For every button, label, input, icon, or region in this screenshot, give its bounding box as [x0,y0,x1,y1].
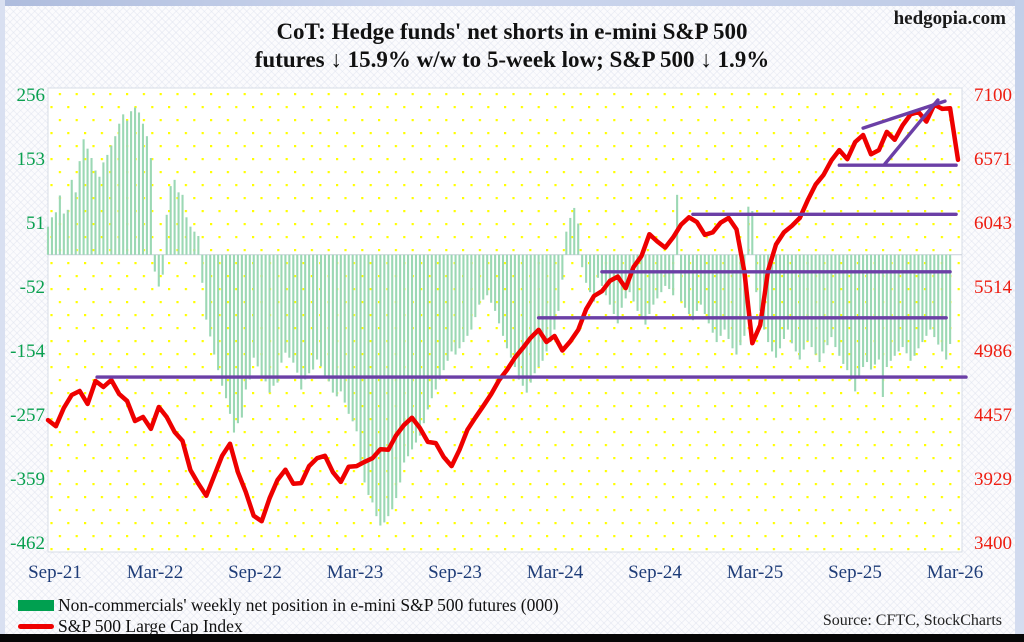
line-series-swatch [18,624,54,629]
source-credit: Source: CFTC, StockCharts [822,612,1002,629]
frame-right-edge [1015,0,1024,642]
x-axis-tick: Sep-22 [228,562,282,583]
legend-item-net-position: Non-commercials' weekly net position in … [18,595,559,616]
right-axis-tick: 6043 [974,213,1012,234]
x-axis-tick: Sep-23 [428,562,482,583]
left-axis-tick: -257 [10,405,45,426]
right-axis-tick: 4986 [974,341,1012,362]
left-axis-tick: -52 [20,277,45,298]
chart-canvas: 256 153 51 -52 -154 -257 -359 -462 7100 6571 6043 5… [10,85,1013,583]
trendlines [95,98,968,379]
bar-series-swatch [18,600,54,611]
right-axis-tick: 3400 [974,533,1012,554]
chart-title: CoT: Hedge funds' net shorts in e-mini S… [112,18,912,74]
x-axis-tick: Sep-25 [828,562,882,583]
spx-line-series [45,102,961,524]
x-axis-tick: Mar-23 [327,562,384,583]
left-axis-tick: -154 [10,341,45,362]
x-axis-tick: Mar-24 [527,562,584,583]
frame-top-edge [0,0,1024,6]
left-axis-tick: -359 [10,469,45,490]
legend: Non-commercials' weekly net position in … [18,595,559,637]
chart-title-line1: CoT: Hedge funds' net shorts in e-mini S… [276,19,748,44]
right-axis-tick: 7100 [974,85,1012,106]
left-axis-tick: 153 [17,149,46,170]
left-axis-tick: 51 [26,213,45,234]
x-axis-tick: Mar-22 [127,562,184,583]
legend-item-spx: S&P 500 Large Cap Index [18,616,559,637]
right-axis-tick: 3929 [974,469,1012,490]
right-axis-tick: 4457 [974,405,1012,426]
bar-series-label: Non-commercials' weekly net position in … [58,595,559,615]
trendline [883,98,940,166]
plot-grid [47,87,963,553]
x-axis-tick: Mar-26 [927,562,984,583]
x-axis-tick: Mar-25 [727,562,784,583]
site-name: hedgopia.com [893,8,1006,29]
left-axis-tick: 256 [17,85,46,106]
frame-bottom-bar [0,634,1024,642]
left-axis-tick: -462 [10,533,45,554]
frame-left-edge [0,0,5,642]
right-axis-tick: 6571 [974,149,1012,170]
line-series-label: S&P 500 Large Cap Index [58,616,243,636]
cot-bars-series [46,107,952,526]
x-axis-tick: Sep-21 [28,562,82,583]
right-axis-tick: 5514 [974,277,1013,298]
chart-title-line2: futures ↓ 15.9% w/w to 5-week low; S&P 5… [254,47,770,72]
x-axis-tick: Sep-24 [628,562,682,583]
